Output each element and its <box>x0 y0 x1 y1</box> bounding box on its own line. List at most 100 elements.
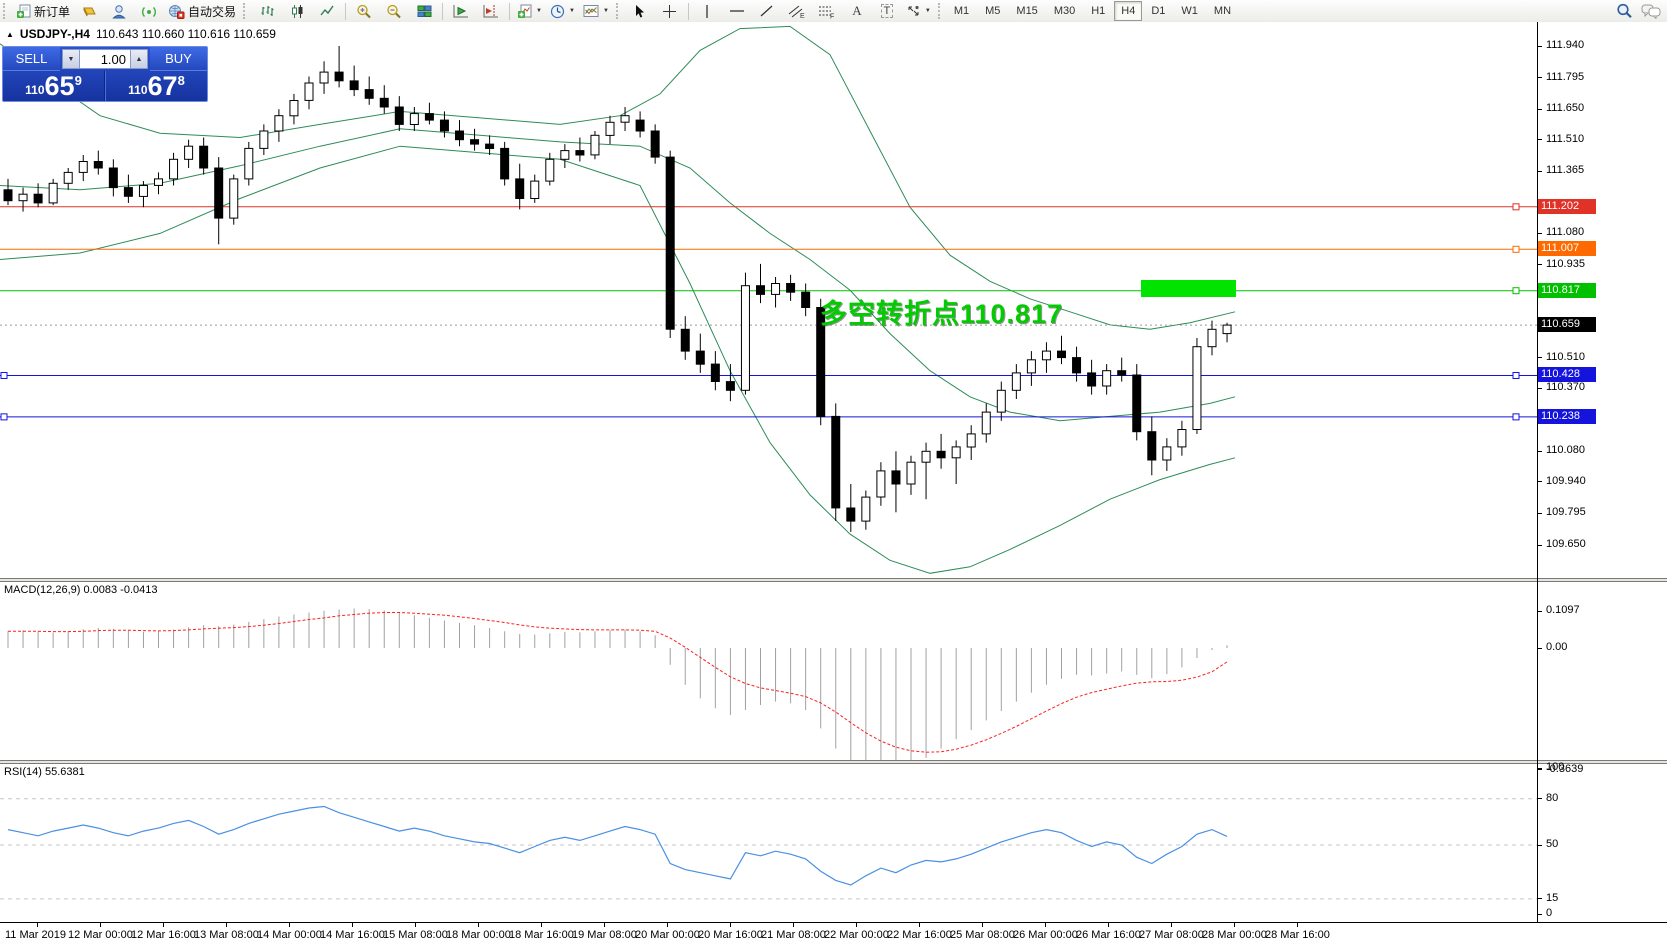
candle-body <box>1162 446 1172 461</box>
crosshair-tool-button[interactable] <box>655 0 685 22</box>
candlestick-mode-button[interactable] <box>282 0 312 22</box>
templates-button[interactable]: ▼ <box>579 0 613 22</box>
sell-price[interactable]: 110 65 9 <box>3 71 105 101</box>
new-order-button[interactable]: 新订单 <box>12 0 74 22</box>
horizontal-line-tool-button[interactable] <box>722 0 752 22</box>
timeframe-button-h4[interactable]: H4 <box>1114 1 1143 21</box>
text-icon: A <box>852 3 862 18</box>
candle-body <box>966 433 976 448</box>
templates-dropdown-icon[interactable]: ▼ <box>602 8 609 14</box>
zoom-in-button[interactable] <box>349 0 379 22</box>
periods-dropdown-icon[interactable]: ▼ <box>568 8 575 14</box>
indicators-dropdown-icon[interactable]: ▼ <box>536 8 542 14</box>
volume-increase-button[interactable]: ▲ <box>130 49 148 69</box>
search-icon[interactable] <box>1616 3 1633 19</box>
macd-tick <box>1537 647 1542 649</box>
arrows-tool-button[interactable]: ▼ <box>902 0 935 22</box>
buy-price[interactable]: 110 67 8 <box>105 71 207 101</box>
candle-body <box>1222 324 1232 335</box>
vertical-line-tool-button[interactable] <box>692 0 722 22</box>
macd-pane[interactable] <box>0 582 1537 760</box>
periods-button[interactable]: ▼ <box>546 0 579 22</box>
time-label: 18 Mar 16:00 <box>509 929 574 941</box>
buy-button[interactable]: BUY <box>150 47 207 71</box>
candle-body <box>861 496 871 522</box>
toolbar-grip[interactable] <box>937 3 944 19</box>
candle-body <box>1132 374 1142 433</box>
toolbar-separator <box>442 2 444 20</box>
chart-annotation[interactable]: 多空转折点110.817 <box>820 299 1064 329</box>
macd-tick-label: 0.00 <box>1546 641 1568 653</box>
time-tick <box>1297 923 1298 927</box>
trendline-tool-button[interactable] <box>752 0 782 22</box>
bollinger-lower <box>0 145 1236 574</box>
auto-scroll-button[interactable] <box>446 0 476 22</box>
price-tick-label: 109.940 <box>1546 474 1586 487</box>
toolbar-grip[interactable] <box>615 3 622 19</box>
bar-chart-icon <box>261 6 274 16</box>
timeframe-button-m30[interactable]: M30 <box>1053 5 1076 17</box>
timeframe-button-h1[interactable]: H1 <box>1091 5 1106 17</box>
chart-shift-button[interactable] <box>476 0 506 22</box>
rsi-label: RSI(14) 55.6381 <box>4 766 85 778</box>
one-click-collapse-icon[interactable]: ▲ <box>6 29 14 39</box>
time-label: 28 Mar 16:00 <box>1265 929 1330 941</box>
timeframe-button-w1[interactable]: W1 <box>1181 5 1198 17</box>
candle-body <box>816 307 826 417</box>
time-tick <box>415 923 416 927</box>
tile-windows-button[interactable] <box>409 0 439 22</box>
timeframe-button-m15[interactable]: M15 <box>1016 5 1038 17</box>
candle-body <box>680 328 690 352</box>
timeframe-button-m5[interactable]: M5 <box>985 5 1001 17</box>
auto-scroll-icon <box>453 5 469 18</box>
buy-price-pips: 67 <box>147 71 178 101</box>
price-tick <box>1537 512 1542 514</box>
time-label: 20 Mar 16:00 <box>698 929 763 941</box>
community-button[interactable] <box>104 0 134 22</box>
market-button[interactable] <box>74 0 104 22</box>
clock-icon <box>550 4 565 18</box>
fibonacci-tool-button[interactable]: F <box>812 0 842 22</box>
macd-tick-label: -0.3639 <box>1546 762 1584 775</box>
line-chart-mode-button[interactable] <box>312 0 342 22</box>
time-axis[interactable]: 11 Mar 2019 12 Mar 00:00 12 Mar 16:00 13 Ma… <box>0 922 1667 948</box>
timeframe-button-mn[interactable]: MN <box>1213 5 1232 17</box>
toolbar-grip[interactable] <box>243 3 249 19</box>
toolbar-grip[interactable] <box>3 3 9 19</box>
candle-body <box>1117 370 1127 376</box>
signals-button[interactable] <box>134 0 164 22</box>
text-label-tool-button[interactable]: T <box>872 0 902 22</box>
price-chart-pane[interactable] <box>0 22 1537 578</box>
rsi-pane[interactable] <box>0 764 1537 922</box>
volume-decrease-button[interactable]: ▼ <box>62 49 80 69</box>
sell-button[interactable]: SELL <box>3 47 60 71</box>
time-label: 12 Mar 00:00 <box>68 929 133 941</box>
cursor-tool-button[interactable] <box>625 0 655 22</box>
chat-icon[interactable] <box>1641 3 1661 19</box>
candle-body <box>740 285 750 391</box>
arrows-dropdown-icon[interactable]: ▼ <box>924 8 931 14</box>
toolbar: 新订单 <box>0 0 1667 23</box>
price-tick-label: 110.935 <box>1546 257 1585 270</box>
rsi-tick-label: 0 <box>1546 907 1553 919</box>
text-tool-button[interactable]: A <box>842 0 872 22</box>
timeframe-button-m1[interactable]: M1 <box>953 5 970 17</box>
candle-body <box>304 82 314 101</box>
channel-tool-button[interactable]: E <box>782 0 812 22</box>
rsi-tick-label: 80 <box>1546 791 1559 804</box>
zoom-out-button[interactable] <box>379 0 409 22</box>
autotrading-button[interactable]: 自动交易 <box>164 0 240 22</box>
indicators-button[interactable]: ▼ <box>513 0 546 22</box>
candle-body <box>831 415 841 509</box>
volume-input[interactable] <box>80 49 130 69</box>
signals-icon <box>142 6 156 17</box>
price-tick-label: 110.510 <box>1546 350 1585 363</box>
candle-body <box>485 143 495 149</box>
pane-splitter[interactable] <box>0 578 1667 582</box>
bar-chart-mode-button[interactable] <box>252 0 282 22</box>
candle-body <box>1207 328 1217 348</box>
macd-tick <box>1537 769 1542 771</box>
pane-splitter[interactable] <box>0 760 1667 764</box>
timeframe-button-d1[interactable]: D1 <box>1151 5 1166 17</box>
price-tick-label: 111.940 <box>1546 39 1585 51</box>
